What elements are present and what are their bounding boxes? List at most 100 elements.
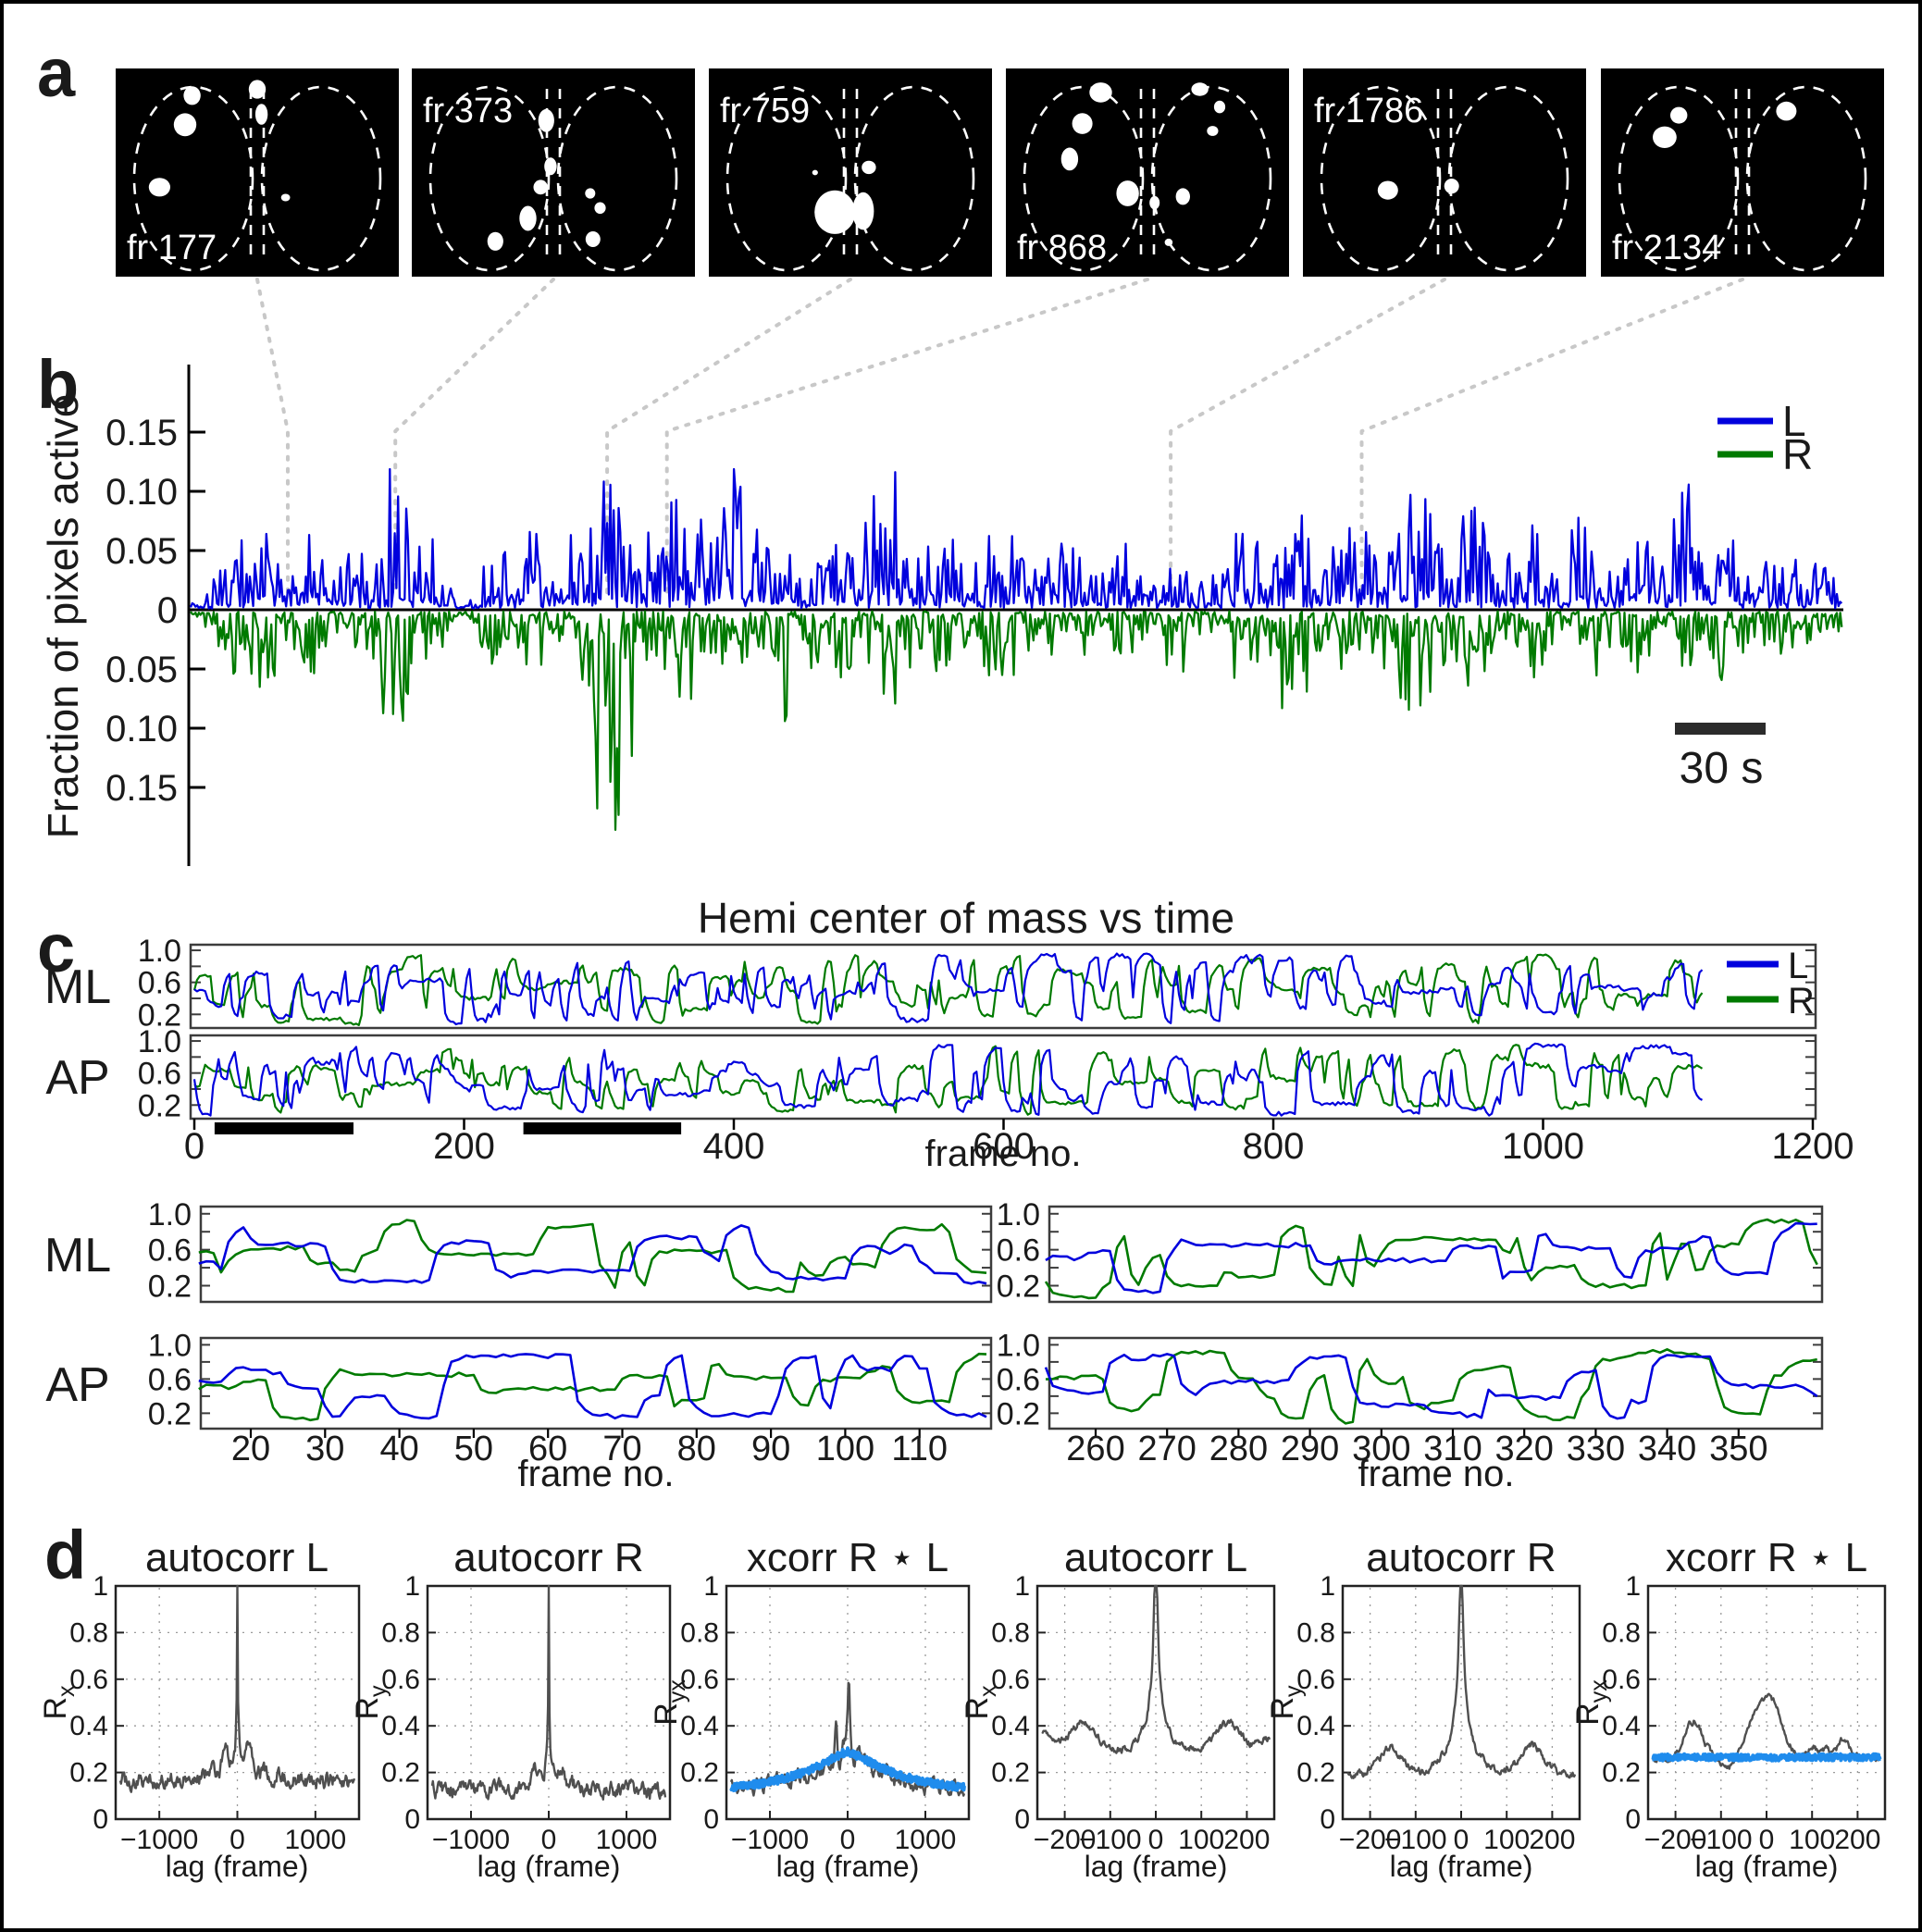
frame-connector-line — [605, 278, 852, 596]
active-pixel-blob — [1191, 82, 1209, 96]
trace-R — [1045, 1348, 1817, 1425]
frame-label: fr 2134 — [1612, 229, 1721, 267]
y-label-sub: y — [366, 1685, 391, 1697]
y-tick-label: 0.2 — [148, 1269, 192, 1305]
y-label-sub: x — [54, 1685, 80, 1697]
x-tick-label: −1000 — [120, 1825, 198, 1855]
com-plot-box — [189, 943, 1817, 1030]
y-tick-label: 0.6 — [1602, 1665, 1641, 1695]
active-pixel-blob — [1116, 180, 1139, 206]
trace-L — [198, 1353, 987, 1420]
corr-plot-box — [1341, 1584, 1581, 1821]
brain-outline-and-blobs — [116, 68, 399, 277]
x-tick-label: 90 — [751, 1430, 790, 1468]
frame-background — [1303, 68, 1586, 277]
trace-L — [1045, 1221, 1817, 1294]
y-tick-label: 0.6 — [69, 1665, 108, 1695]
brain-outline-and-blobs — [1006, 68, 1289, 277]
y-tick-label: 0.4 — [1296, 1711, 1335, 1741]
scalebar-label: 30 s — [1680, 744, 1764, 793]
x-tick-label: 1200 — [1772, 1126, 1854, 1167]
activity-frame-1: fr 177 — [116, 68, 399, 277]
frame-connector-line — [1169, 278, 1446, 596]
active-pixel-blob — [852, 192, 874, 230]
x-tick-label: 800 — [1243, 1126, 1305, 1167]
subplot-title: autocorr R — [1366, 1535, 1556, 1580]
y-tick-label: 0 — [404, 1804, 420, 1835]
x-tick-label: −100 — [1384, 1825, 1447, 1855]
y-tick-label: 0.2 — [381, 1758, 420, 1789]
x-tick-label: 0 — [229, 1825, 245, 1855]
subplot-y-label: Rx — [960, 1685, 1001, 1720]
inset-left-x-axis-label: frame no. — [518, 1454, 675, 1494]
active-pixel-blob — [544, 157, 557, 176]
y-tick-label: 0.6 — [138, 1057, 181, 1092]
y-label-sub: yx — [1586, 1679, 1612, 1703]
active-pixel-blob — [148, 178, 170, 197]
active-pixel-blob — [1164, 238, 1173, 246]
active-pixel-blob — [487, 231, 503, 251]
panel-c: 1.00.60.21.00.60.20 200 400 600 800 1000 12001… — [37, 894, 1854, 1494]
x-tick-label: 200 — [1834, 1825, 1880, 1855]
panel-a: a fr 177 fr 373 fr 759 fr 868 fr 1786 fr… — [37, 34, 1884, 277]
y-tick-label: 0 — [1014, 1804, 1030, 1835]
y-tick-label: 0.2 — [680, 1758, 719, 1789]
right-hemisphere-outline — [1150, 85, 1272, 272]
trace-L — [193, 952, 1704, 1026]
trace-R — [190, 610, 1843, 831]
x-tick-label: 290 — [1281, 1430, 1339, 1468]
x-tick-label: −200 — [1644, 1825, 1707, 1855]
x-tick-label: 70 — [602, 1430, 641, 1468]
y-tick-label: 0.2 — [1602, 1758, 1641, 1789]
y-tick-label: 0.4 — [1602, 1711, 1641, 1741]
x-tick-label: 1000 — [596, 1825, 658, 1855]
x-tick-label: −200 — [1339, 1825, 1402, 1855]
right-hemisphere-outline — [1447, 85, 1569, 272]
y-tick-label: 1.0 — [138, 934, 181, 969]
x-tick-label: 270 — [1137, 1430, 1196, 1468]
panel-label-c: c — [37, 910, 75, 986]
y-tick-label: 0.15 — [105, 413, 178, 453]
corr-plot-box — [1035, 1584, 1276, 1821]
y-tick-label: 0.4 — [680, 1711, 719, 1741]
y-label-sub: yx — [664, 1679, 690, 1703]
y-tick-label: 0 — [1320, 1804, 1335, 1835]
x-tick-label: 0 — [541, 1825, 557, 1855]
trace-R — [198, 1219, 987, 1294]
y-tick-label: 0.2 — [997, 1269, 1040, 1305]
frame-connector-line — [664, 278, 1149, 596]
x-tick-label: 60 — [528, 1430, 567, 1468]
panel-c-charts: 1.00.60.21.00.60.20 200 400 600 800 1000 12001… — [138, 934, 1854, 1468]
y-tick-label: 1 — [404, 1571, 420, 1602]
x-tick-label: 0 — [840, 1825, 856, 1855]
y-tick-label: 0.6 — [991, 1665, 1030, 1695]
brain-outline-and-blobs — [1303, 68, 1586, 277]
active-pixel-blob — [1072, 113, 1093, 134]
active-pixel-blob — [585, 231, 601, 247]
corr-trace-gray — [1651, 1692, 1881, 1770]
y-tick-label: 0.8 — [680, 1617, 719, 1648]
y-tick-label: 0.2 — [997, 1396, 1040, 1431]
right-hemisphere-outline — [853, 85, 975, 272]
activity-frame-3: fr 759 — [709, 68, 992, 277]
frame-background — [1006, 68, 1289, 277]
x-tick-label: 1000 — [1502, 1126, 1584, 1167]
activity-frame-4: fr 868 — [1006, 68, 1289, 277]
com-inset-box — [199, 1205, 993, 1304]
frame-label: fr 177 — [127, 229, 217, 267]
active-pixel-blob — [538, 108, 554, 132]
subplot-y-label: Rx — [38, 1685, 80, 1720]
brain-outline-and-blobs — [709, 68, 992, 277]
x-tick-label: 50 — [454, 1430, 493, 1468]
x-tick-label: 20 — [231, 1430, 270, 1468]
trace-R — [192, 953, 1704, 1027]
subplot-title: autocorr R — [453, 1535, 643, 1580]
panel-c-title: Hemi center of mass vs time — [698, 894, 1234, 942]
y-tick-label: 0.4 — [991, 1711, 1030, 1741]
y-label-base: R — [350, 1697, 385, 1720]
y-tick-label: 1.0 — [138, 1024, 181, 1059]
subplot-y-label: Ry — [1265, 1685, 1307, 1720]
active-pixel-blob — [183, 86, 201, 105]
x-tick-label: 600 — [973, 1126, 1035, 1167]
right-hemisphere-outline — [260, 85, 382, 272]
